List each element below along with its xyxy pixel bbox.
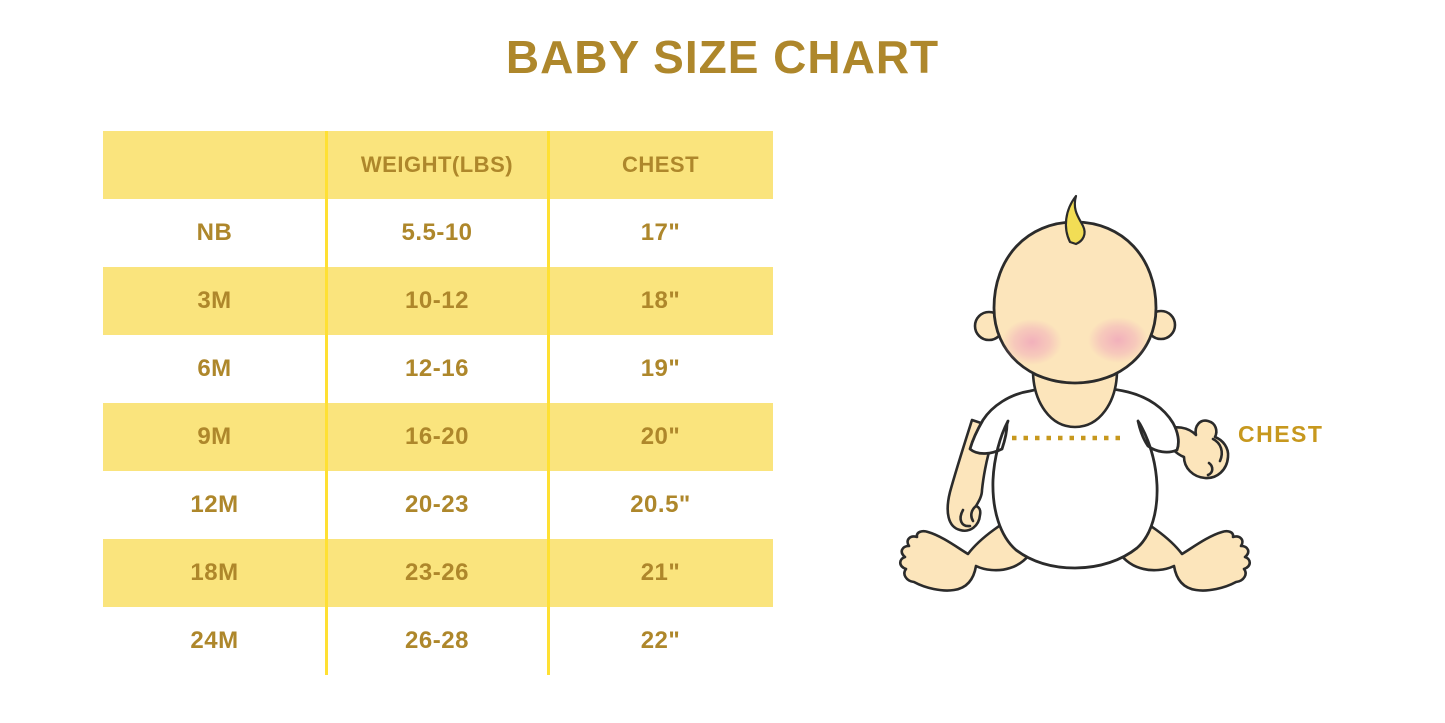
baby-size-table: WEIGHT(LBS) CHEST NB 5.5-10 17" 3M 10-12…	[103, 131, 773, 675]
baby-right-blush	[1088, 317, 1148, 363]
column-divider-1	[325, 131, 328, 675]
header-chest: CHEST	[621, 152, 700, 177]
cell-chest: 21"	[640, 559, 681, 586]
cell-chest: 22"	[640, 627, 681, 654]
table-row: 9M 16-20 20"	[103, 403, 773, 471]
cell-weight: 5.5-10	[401, 219, 473, 246]
baby-left-leg	[898, 508, 1034, 592]
baby-illustration	[898, 194, 1252, 592]
baby-left-blush	[1002, 319, 1062, 365]
cell-chest: 19"	[640, 355, 681, 382]
cell-weight: 16-20	[405, 423, 469, 450]
cell-size: 12M	[190, 491, 239, 518]
table-header-row: WEIGHT(LBS) CHEST	[103, 131, 773, 199]
cell-weight: 20-23	[405, 491, 469, 518]
page-title: BABY SIZE CHART	[505, 31, 940, 83]
table-row: 12M 20-23 20.5"	[103, 471, 773, 539]
column-divider-2	[547, 131, 550, 675]
baby-hair-curl	[1064, 194, 1086, 246]
table-row: NB 5.5-10 17"	[103, 199, 773, 267]
cell-size: 24M	[190, 627, 239, 654]
cell-chest: 20"	[640, 423, 681, 450]
table-row: 3M 10-12 18"	[103, 267, 773, 335]
cell-size: 3M	[197, 287, 232, 314]
table-row: 18M 23-26 21"	[103, 539, 773, 607]
cell-size: 9M	[197, 423, 232, 450]
cell-weight: 12-16	[405, 355, 469, 382]
cell-weight: 26-28	[405, 627, 469, 654]
table-row: 6M 12-16 19"	[103, 335, 773, 403]
cell-chest: 17"	[640, 219, 681, 246]
cell-weight: 23-26	[405, 559, 469, 586]
header-size	[103, 131, 326, 199]
baby-right-arm-fist	[1161, 419, 1230, 480]
cell-weight: 10-12	[405, 287, 469, 314]
header-weight: WEIGHT(LBS)	[360, 152, 514, 177]
baby-torso	[968, 385, 1180, 570]
cell-size: NB	[196, 219, 233, 246]
chest-annotation-label: CHEST	[1238, 421, 1324, 447]
cell-chest: 20.5"	[630, 491, 691, 518]
cell-chest: 18"	[640, 287, 681, 314]
table-row: 24M 26-28 22"	[103, 607, 773, 675]
cell-size: 6M	[197, 355, 232, 382]
cell-size: 18M	[190, 559, 239, 586]
